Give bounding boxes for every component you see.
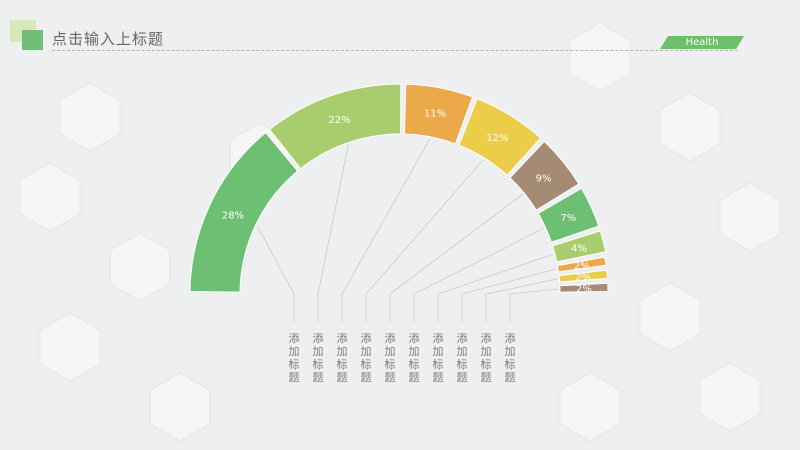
segment-value-label: 7% bbox=[560, 213, 576, 224]
category-label[interactable]: 添加标题 bbox=[504, 332, 516, 384]
segment-value-label: 2% bbox=[575, 273, 591, 284]
category-label[interactable]: 添加标题 bbox=[312, 332, 324, 384]
segment-value-label: 9% bbox=[536, 173, 552, 184]
category-label[interactable]: 添加标题 bbox=[408, 332, 420, 384]
chart-segment bbox=[403, 83, 474, 145]
category-label[interactable]: 添加标题 bbox=[336, 332, 348, 384]
chart-segment bbox=[458, 98, 542, 176]
category-label[interactable]: 添加标题 bbox=[480, 332, 492, 384]
chart-segment bbox=[268, 83, 402, 170]
leader-line bbox=[389, 194, 523, 322]
segment-value-label: 4% bbox=[571, 244, 587, 255]
leader-line bbox=[437, 253, 554, 322]
chart-segment bbox=[556, 256, 607, 273]
category-label[interactable]: 添加标题 bbox=[360, 332, 372, 384]
chart-segment bbox=[551, 230, 607, 263]
chart-segment bbox=[509, 140, 580, 211]
chart-segment bbox=[558, 269, 608, 283]
leader-line bbox=[413, 228, 544, 322]
chart-segment bbox=[559, 282, 609, 293]
leader-line bbox=[317, 144, 349, 322]
header-divider bbox=[52, 50, 738, 51]
category-label[interactable]: 添加标题 bbox=[384, 332, 396, 384]
category-label[interactable]: 添加标题 bbox=[288, 332, 300, 384]
category-label[interactable]: 添加标题 bbox=[456, 332, 468, 384]
segment-value-label: 22% bbox=[328, 115, 350, 126]
segment-value-label: 28% bbox=[222, 210, 244, 221]
segment-value-label: 2% bbox=[576, 284, 592, 295]
leader-line bbox=[509, 288, 558, 322]
segment-value-label: 2% bbox=[574, 261, 590, 272]
category-badge: Health bbox=[660, 36, 744, 49]
leader-line bbox=[365, 159, 484, 322]
leader-line bbox=[341, 138, 431, 322]
category-label[interactable]: 添加标题 bbox=[432, 332, 444, 384]
chart-segment bbox=[537, 187, 600, 243]
segment-value-label: 11% bbox=[424, 108, 446, 119]
chart-segment bbox=[189, 131, 299, 293]
segment-value-label: 12% bbox=[486, 133, 508, 144]
leader-line bbox=[461, 268, 557, 322]
header-accent-square bbox=[22, 30, 43, 50]
page-title[interactable]: 点击输入上标题 bbox=[52, 30, 165, 48]
leader-line bbox=[256, 225, 295, 322]
leader-line bbox=[485, 278, 558, 322]
